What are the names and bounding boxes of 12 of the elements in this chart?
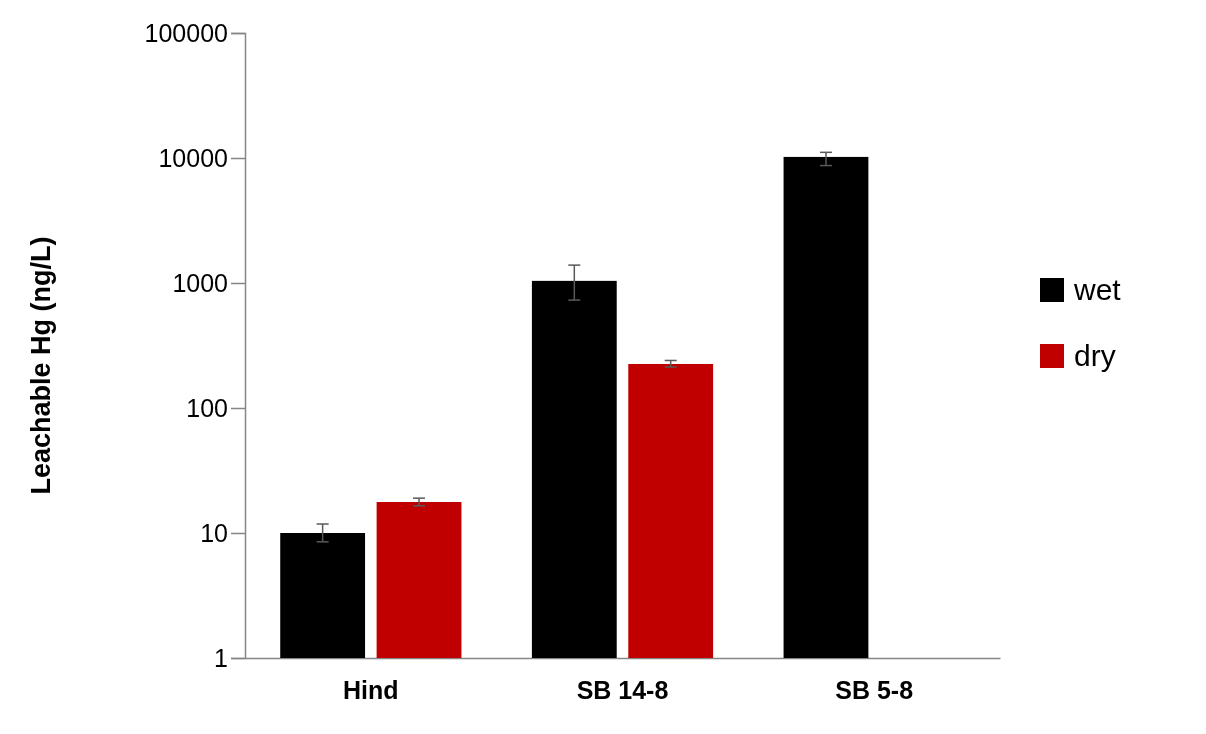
y-tick-label: 1 [214,643,228,672]
legend-label: wet [1073,273,1122,306]
x-tick-label: SB 14-8 [576,675,669,704]
y-tick-label: 100 [186,393,228,422]
y-tick-label: 1000 [172,268,228,297]
y-axis-title: Leachable Hg (ng/L) [26,236,56,495]
y-tick-label: 10 [200,518,228,547]
legend-label: dry [1074,339,1116,372]
y-tick-label: 10000 [158,143,228,172]
x-tick-label: SB 5-8 [835,675,914,704]
x-tick-label: Hind [343,675,399,704]
y-tick-label: 100000 [144,18,228,47]
